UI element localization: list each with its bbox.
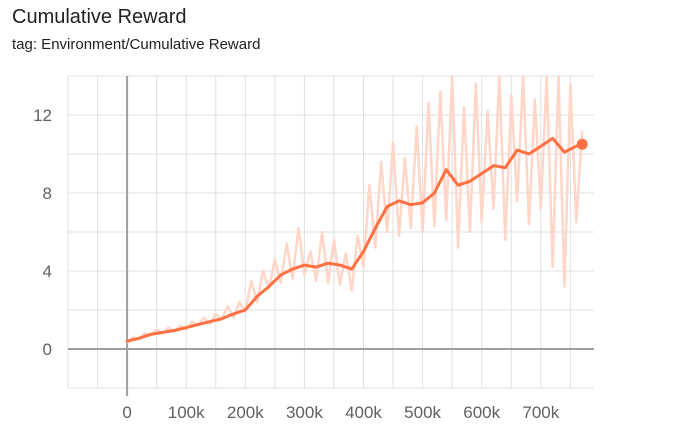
raw-series-line — [126, 76, 584, 344]
grid-lines — [67, 75, 594, 389]
raw-series — [126, 76, 584, 344]
axes — [68, 76, 594, 396]
y-tick-label: 8 — [43, 184, 52, 203]
chart-title: Cumulative Reward — [12, 6, 187, 28]
y-tick-label: 4 — [43, 262, 52, 281]
x-tick-label: 600k — [463, 403, 500, 422]
x-tick-label: 200k — [227, 403, 264, 422]
x-tick-label: 100k — [168, 403, 205, 422]
x-tick-label: 700k — [522, 403, 559, 422]
x-tick-label: 300k — [286, 403, 323, 422]
smoothed-series-line — [125, 136, 584, 343]
series-end-marker — [576, 138, 588, 150]
x-tick-label: 0 — [122, 403, 131, 422]
x-tick-label: 500k — [404, 403, 441, 422]
smoothed-series — [125, 136, 588, 343]
y-tick-label: 12 — [33, 106, 52, 125]
y-tick-label: 0 — [43, 340, 52, 359]
chart-tag: tag: Environment/Cumulative Reward — [12, 36, 261, 53]
tick-labels: 0 4 8 12 0 100k 200k 300k 400k 500k 600k 700k — [33, 106, 560, 422]
x-tick-label: 400k — [345, 403, 382, 422]
